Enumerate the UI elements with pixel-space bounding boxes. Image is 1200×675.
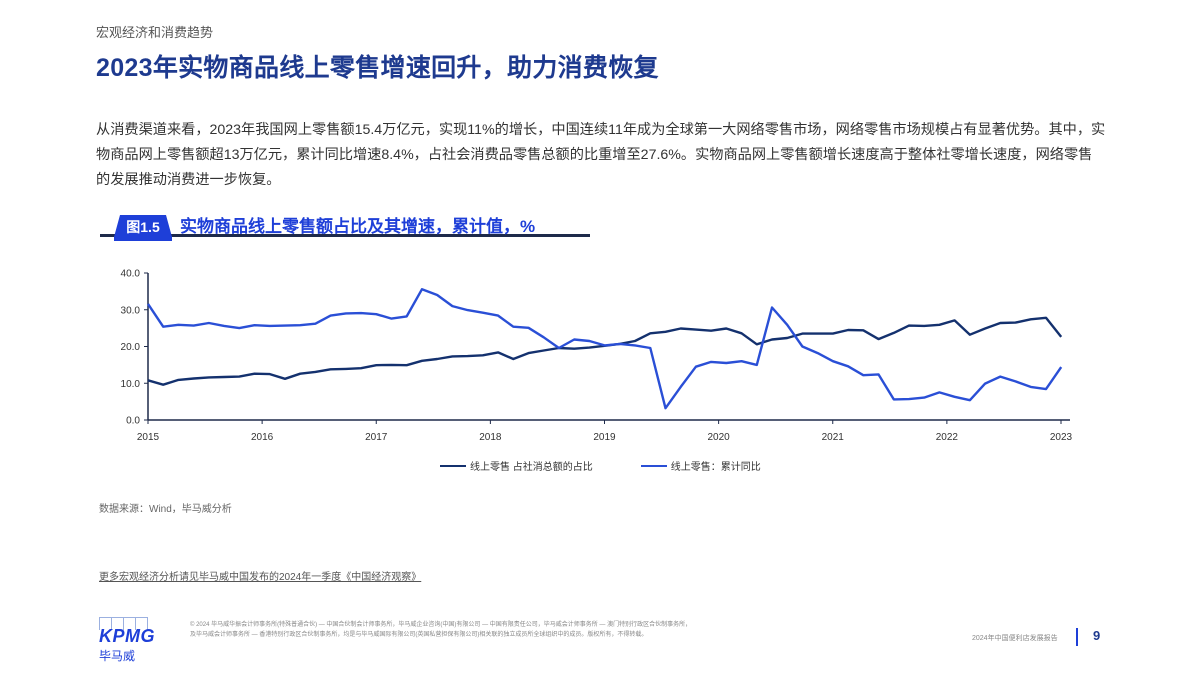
more-analysis-link[interactable]: 更多宏观经济分析请见毕马威中国发布的2024年一季度《中国经济观察》 xyxy=(99,572,422,583)
logo-boxes-icon xyxy=(99,617,155,630)
logo-text: KPMG xyxy=(99,626,155,646)
line-chart: 0.0 10.0 20.0 30.0 40.0 2015 2016 2017 2018 2019 2… xyxy=(95,262,1105,482)
series-line-share xyxy=(147,316,1063,386)
section-label: 宏观经济和消费趋势 xyxy=(96,25,214,40)
y-tick-label: 10.0 xyxy=(121,379,141,390)
legend-label-growth: 线上零售：累计同比 xyxy=(670,462,761,473)
x-tick-label: 2021 xyxy=(822,432,845,443)
figure-badge: 图1.5 xyxy=(114,215,172,241)
x-tick-label: 2016 xyxy=(251,432,274,443)
x-tick-label: 2022 xyxy=(936,432,959,443)
x-tick-label: 2018 xyxy=(479,432,502,443)
copyright-line-1: © 2024 毕马威华振会计师事务所(特殊普通合伙) — 中国合伙制会计师事务所… xyxy=(190,622,692,628)
legend-swatch-growth xyxy=(640,464,667,467)
x-tick-label: 2020 xyxy=(708,432,731,443)
figure-header: 图1.5 实物商品线上零售额占比及其增速，累计值，% xyxy=(100,213,590,241)
y-tick-label: 0.0 xyxy=(126,416,140,427)
figure-title: 实物商品线上零售额占比及其增速，累计值，% xyxy=(180,217,536,236)
chart-canvas: 0.0 10.0 20.0 30.0 40.0 2015 2016 2017 2018 2019 2… xyxy=(121,269,1073,444)
copyright-line-2: 及毕马威会计师事务所 — 香港特别行政区合伙制事务所，均是与毕马威国际有限公司(… xyxy=(190,632,648,638)
data-source: 数据来源：Wind，毕马威分析 xyxy=(99,504,232,515)
copyright-notice: © 2024 毕马威华振会计师事务所(特殊普通合伙) — 中国合伙制会计师事务所… xyxy=(190,620,810,640)
page-number: 9 xyxy=(1093,628,1101,643)
legend-item-growth: 线上零售：累计同比 xyxy=(640,458,761,473)
page-title: 2023年实物商品线上零售增速回升，助力消费恢复 xyxy=(96,54,659,82)
footer-divider xyxy=(1076,628,1078,646)
legend-item-share: 线上零售 占社消总额的占比 xyxy=(440,458,593,473)
x-tick-label: 2019 xyxy=(593,432,616,443)
x-tick-label: 2015 xyxy=(137,432,160,443)
chart-legend: 线上零售 占社消总额的占比 线上零售：累计同比 xyxy=(440,458,761,473)
footer-report-name: 2024年中国便利店发展报告 xyxy=(972,635,1058,642)
x-tick-label: 2023 xyxy=(1050,432,1073,443)
figure-title-rule xyxy=(100,234,590,237)
y-tick-label: 30.0 xyxy=(121,305,141,316)
kpmg-logo: KPMG 毕马威 xyxy=(99,617,155,664)
y-tick-label: 40.0 xyxy=(121,269,141,280)
x-tick-label: 2017 xyxy=(365,432,388,443)
logo-cn: 毕马威 xyxy=(99,649,136,663)
series-line-growth xyxy=(147,288,1063,410)
legend-swatch-share xyxy=(440,464,466,467)
body-paragraph: 从消费渠道来看，2023年我国网上零售额15.4万亿元，实现11%的增长，中国连… xyxy=(96,122,1106,188)
y-tick-label: 20.0 xyxy=(121,342,141,353)
legend-label-share: 线上零售 占社消总额的占比 xyxy=(470,462,593,473)
